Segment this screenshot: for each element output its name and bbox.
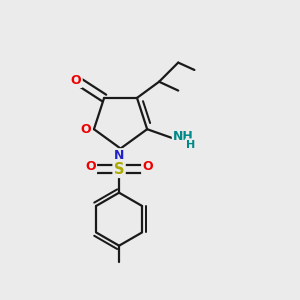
Text: S: S — [114, 162, 124, 177]
Text: O: O — [71, 74, 82, 87]
Text: NH: NH — [173, 130, 194, 143]
Text: H: H — [186, 140, 195, 149]
Text: O: O — [85, 160, 96, 173]
Text: O: O — [142, 160, 153, 173]
Text: N: N — [114, 149, 124, 162]
Text: O: O — [80, 123, 91, 136]
